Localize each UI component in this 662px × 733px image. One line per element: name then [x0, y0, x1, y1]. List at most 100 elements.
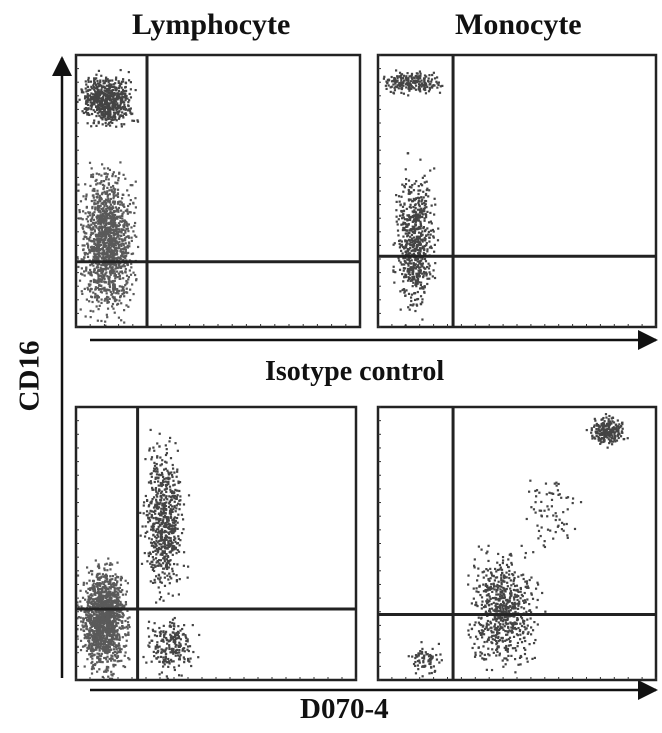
data-point	[120, 80, 123, 83]
data-point	[102, 104, 105, 107]
data-point	[88, 237, 91, 240]
data-point	[117, 650, 120, 654]
data-point	[117, 622, 120, 625]
data-point	[91, 604, 95, 607]
data-point	[85, 298, 88, 301]
data-point	[139, 534, 142, 537]
data-point	[109, 226, 112, 229]
data-point	[89, 96, 92, 99]
data-point	[433, 243, 436, 246]
data-point	[98, 93, 101, 96]
data-point	[109, 269, 112, 273]
data-point	[124, 99, 127, 102]
data-point	[398, 246, 402, 249]
data-point	[96, 281, 99, 285]
data-point	[113, 650, 116, 654]
data-point	[178, 508, 181, 511]
data-point	[83, 625, 86, 628]
data-point	[90, 661, 93, 665]
data-point	[101, 202, 105, 206]
data-point	[93, 590, 97, 593]
data-point	[118, 96, 121, 99]
data-point	[86, 85, 89, 88]
data-point	[121, 101, 124, 104]
data-point	[97, 262, 100, 265]
data-point	[158, 512, 161, 515]
data-point	[173, 521, 176, 524]
data-point	[120, 575, 123, 578]
data-point	[423, 207, 426, 211]
data-point	[112, 622, 115, 625]
data-point	[103, 230, 106, 233]
data-point	[98, 648, 101, 651]
data-point	[90, 231, 93, 234]
data-point	[91, 194, 94, 197]
data-point	[98, 249, 101, 252]
data-point	[118, 648, 122, 652]
data-point	[115, 581, 119, 584]
data-point	[115, 587, 118, 590]
data-point	[97, 646, 100, 649]
data-point	[118, 644, 121, 647]
data-point	[119, 583, 123, 586]
data-point	[102, 112, 105, 116]
data-point	[112, 652, 115, 655]
data-point	[418, 266, 421, 269]
data-point	[404, 275, 408, 279]
data-point	[93, 612, 96, 616]
data-point	[114, 634, 117, 637]
data-point	[112, 102, 116, 105]
data-point	[102, 242, 106, 245]
data-point	[96, 94, 100, 97]
data-point	[115, 614, 118, 617]
data-point	[110, 262, 113, 266]
data-point	[103, 217, 107, 220]
data-point	[89, 615, 92, 618]
data-point	[101, 573, 105, 576]
data-point	[110, 231, 114, 234]
data-point	[424, 213, 427, 216]
data-point	[102, 179, 106, 183]
data-point	[108, 563, 111, 566]
data-point	[97, 237, 100, 240]
data-point	[419, 250, 422, 253]
data-point	[403, 184, 406, 188]
data-point	[118, 596, 121, 599]
data-point	[89, 80, 93, 83]
data-point	[100, 652, 103, 655]
data-point	[157, 546, 161, 550]
data-point	[152, 446, 155, 449]
data-point	[401, 217, 404, 220]
data-point	[173, 471, 176, 474]
data-point	[421, 213, 424, 216]
data-point	[412, 270, 415, 273]
data-point	[172, 479, 175, 482]
data-point	[93, 253, 97, 257]
data-point	[136, 245, 140, 249]
data-point	[89, 236, 92, 239]
data-point	[407, 238, 411, 241]
data-point	[93, 242, 96, 245]
data-point	[123, 604, 126, 607]
data-point	[91, 570, 94, 573]
data-point	[402, 269, 405, 272]
data-point	[104, 268, 107, 271]
data-point	[123, 295, 126, 298]
data-point	[173, 500, 176, 503]
data-point	[110, 623, 113, 626]
data-point	[89, 280, 92, 283]
data-point	[114, 175, 117, 178]
data-point	[116, 201, 120, 204]
data-point	[109, 594, 112, 597]
data-point	[101, 105, 104, 108]
data-point	[87, 244, 90, 247]
data-point	[125, 274, 129, 277]
data-point	[115, 106, 118, 109]
data-point	[430, 78, 434, 81]
data-point	[83, 251, 86, 255]
data-point	[118, 619, 121, 622]
data-point	[154, 543, 157, 546]
data-point	[114, 82, 117, 85]
data-point	[112, 307, 115, 310]
data-point	[417, 85, 421, 88]
